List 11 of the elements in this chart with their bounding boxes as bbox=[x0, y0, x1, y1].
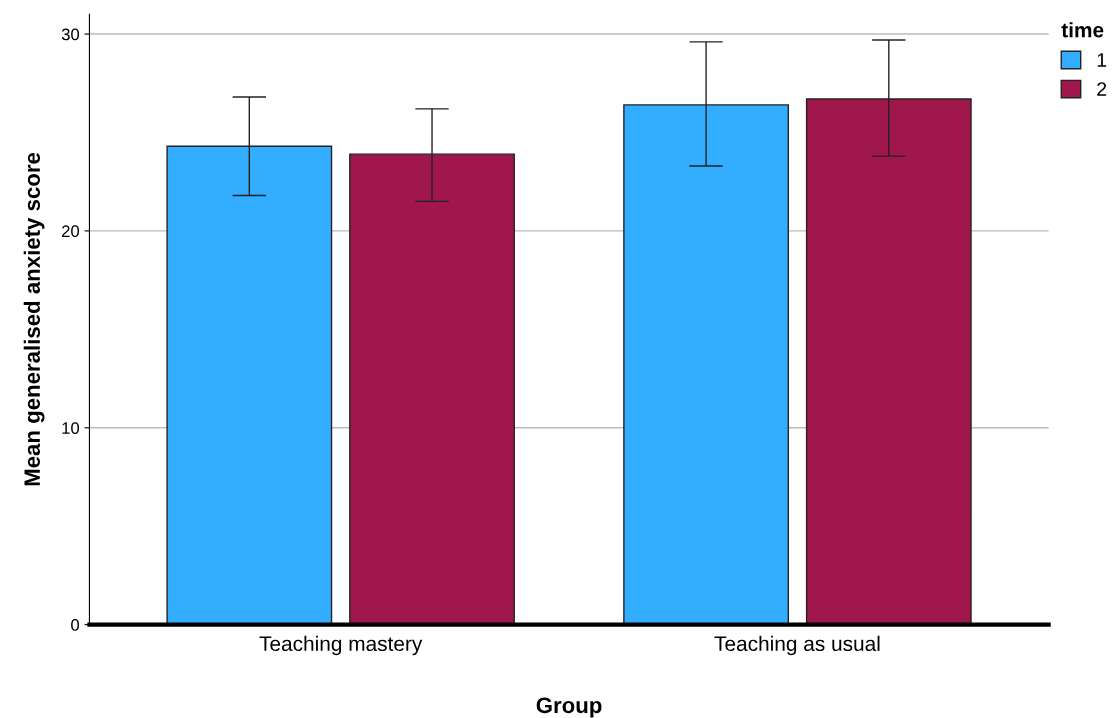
y-tick-label: 30 bbox=[61, 28, 80, 41]
y-axis-title: Mean generalised anxiety score bbox=[23, 152, 45, 486]
y-tick-label: 0 bbox=[71, 619, 80, 631]
x-tick-label: Teaching as usual bbox=[714, 635, 880, 656]
y-tick-label: 10 bbox=[62, 422, 80, 434]
y-tick-label: 20 bbox=[62, 225, 80, 238]
x-tick-label: Teaching mastery bbox=[259, 635, 423, 656]
legend-title: time bbox=[1061, 22, 1104, 38]
legend-label: 1 bbox=[1097, 53, 1107, 67]
legend-label: 2 bbox=[1097, 82, 1107, 96]
x-axis-title: Group bbox=[536, 697, 602, 718]
